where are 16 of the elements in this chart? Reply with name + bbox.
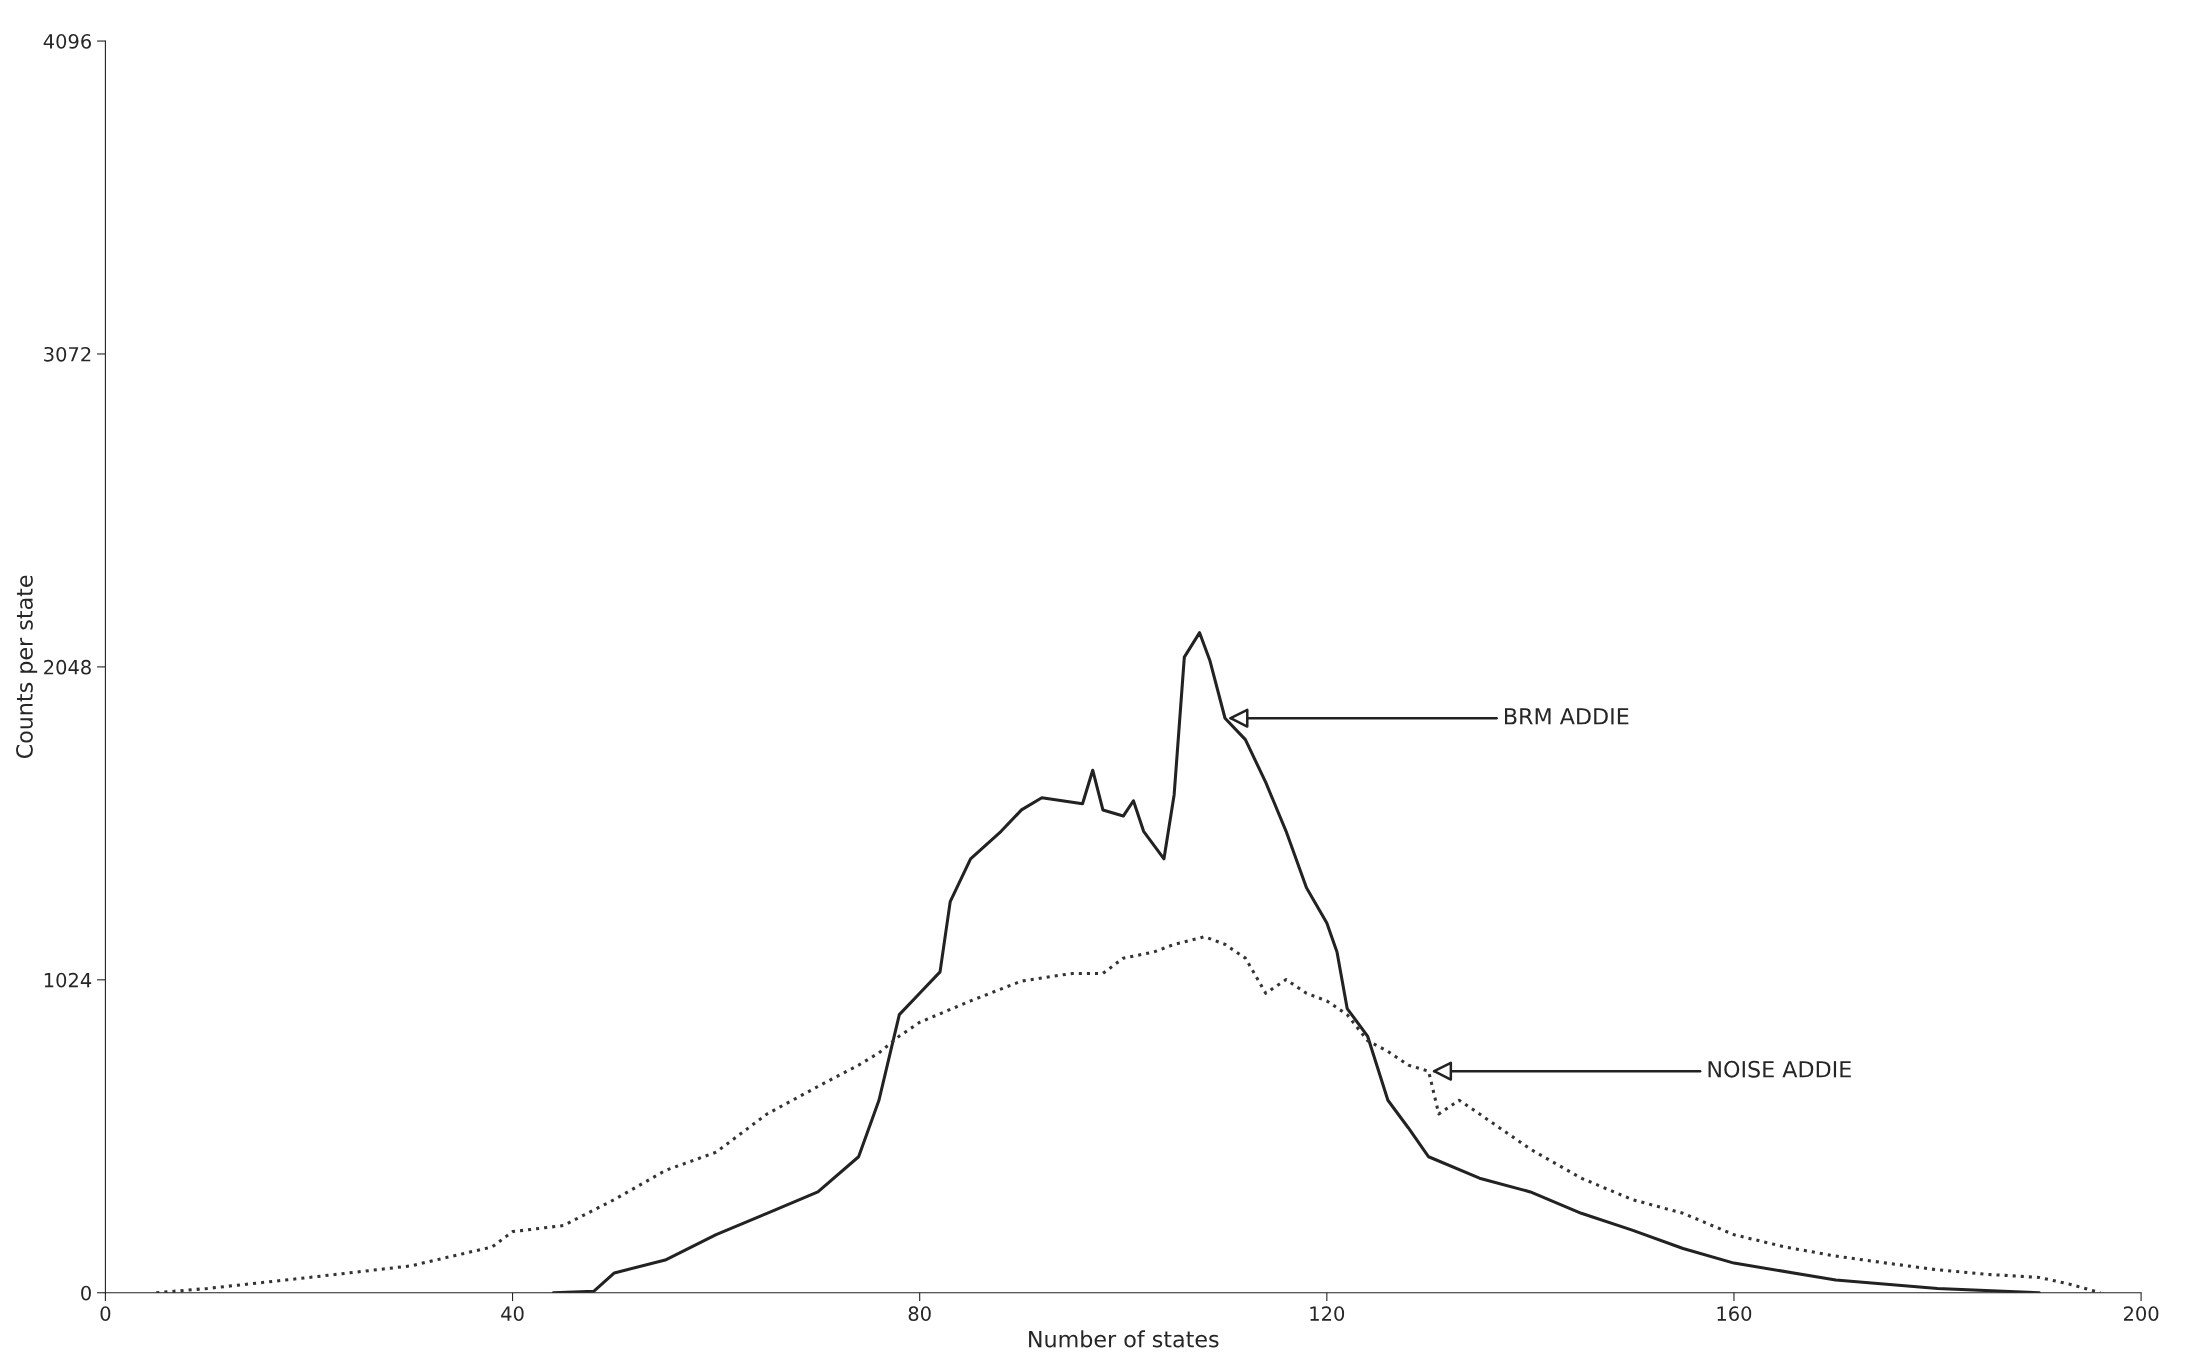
x-tick-label: 80 bbox=[908, 1306, 931, 1322]
y-tick-label: 1024 bbox=[44, 972, 92, 988]
x-tick-label: 0 bbox=[100, 1306, 111, 1322]
y-tick-label: 3072 bbox=[44, 346, 91, 362]
annotation: BRM ADDIE bbox=[1505, 708, 1629, 725]
y-tick-label: 4096 bbox=[43, 34, 91, 49]
x-tick-label: 200 bbox=[2123, 1306, 2159, 1322]
x-tick-label: 120 bbox=[1310, 1306, 1345, 1322]
annotation: NOISE ADDIE bbox=[1708, 1060, 1851, 1078]
line-series bbox=[154, 935, 2102, 1293]
x-axis-title: Number of states bbox=[1029, 1330, 1219, 1348]
x-tick-label: 40 bbox=[501, 1306, 524, 1322]
x-tick-label: 160 bbox=[1717, 1306, 1752, 1322]
y-tick-label: 0 bbox=[81, 1285, 91, 1301]
y-tick-label: 2048 bbox=[44, 659, 91, 675]
y-axis-title: Counts per state bbox=[16, 575, 38, 759]
